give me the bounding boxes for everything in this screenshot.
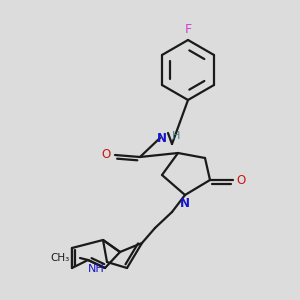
Text: O: O	[102, 148, 111, 161]
Text: NH: NH	[88, 264, 105, 274]
Text: O: O	[236, 173, 245, 187]
Text: CH₃: CH₃	[51, 253, 70, 263]
Text: H: H	[172, 131, 180, 141]
Text: F: F	[184, 23, 192, 36]
Text: N: N	[180, 197, 190, 210]
Text: N: N	[157, 131, 167, 145]
